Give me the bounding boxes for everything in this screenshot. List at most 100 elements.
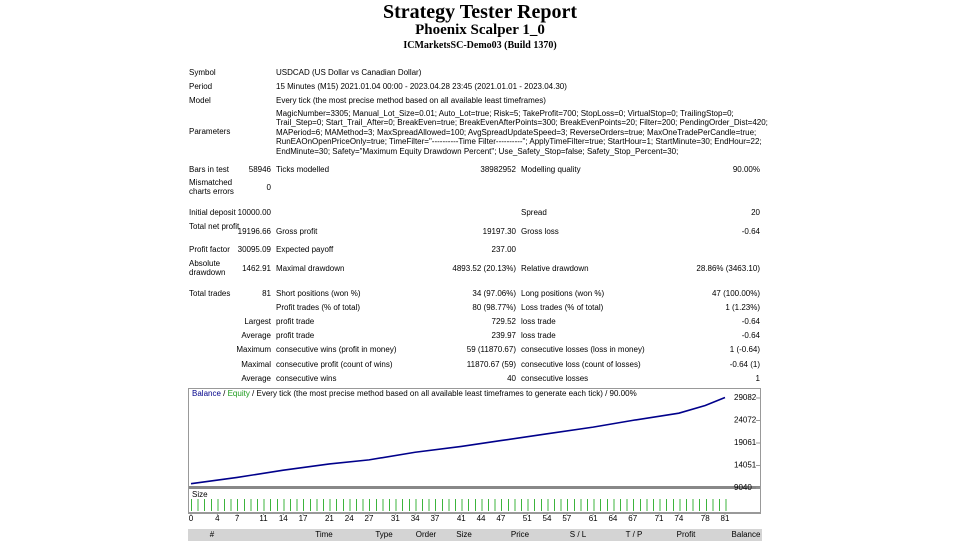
stat-cell: 20 (751, 208, 760, 217)
stat-cell: Total net profit (189, 222, 240, 231)
stat-cell: Ticks modelled (276, 165, 330, 174)
stat-cell: Maximum (236, 345, 271, 354)
stat-cell: consecutive loss (count of losses) (521, 360, 641, 369)
stat-cell: 1 (1.23%) (725, 303, 760, 312)
y-tick-label: 19061 (734, 438, 757, 447)
stat-cell: 81 (262, 289, 271, 298)
stat-cell: Profit trades (% of total) (276, 303, 361, 312)
server-name: ICMarketsSC-Demo03 (Build 1370) (403, 40, 557, 51)
x-tick-label: 37 (430, 514, 439, 523)
stat-cell: Profit factor (189, 245, 230, 254)
x-tick-label: 7 (235, 514, 240, 523)
y-tick-label: 29082 (734, 393, 757, 402)
stat-cell: loss trade (521, 317, 556, 326)
info-value: Every tick (the most precise method base… (276, 96, 546, 105)
stat-cell: profit trade (276, 317, 315, 326)
x-tick-label: 67 (628, 514, 637, 523)
stat-cell: -0.64 (741, 227, 760, 236)
x-tick-label: 11 (259, 514, 268, 523)
legend-equity: Equity (228, 389, 250, 398)
stat-cell: 38982952 (480, 165, 516, 174)
y-tick-label: 24072 (734, 416, 757, 425)
column-header: T / P (625, 530, 643, 539)
stat-cell: consecutive losses (loss in money) (521, 345, 645, 354)
column-header: Order (415, 530, 437, 539)
stat-cell: Loss trades (% of total) (521, 303, 604, 312)
column-header: Profit (676, 530, 696, 539)
stat-cell: Mismatched charts errors (189, 178, 234, 197)
stat-cell: 0 (266, 183, 271, 192)
stat-cell: Expected payoff (276, 245, 334, 254)
y-tick-label: 14051 (734, 461, 757, 470)
stat-cell: 1 (755, 374, 760, 383)
x-tick-label: 74 (674, 514, 683, 523)
stat-cell: 28.86% (3463.10) (696, 264, 760, 273)
stat-cell: Total trades (189, 289, 231, 298)
stat-cell: 1462.91 (242, 264, 271, 273)
legend: Balance / Equity / Every tick (the most … (192, 389, 637, 398)
stat-cell: Spread (521, 208, 547, 217)
stat-cell: Gross profit (276, 227, 318, 236)
x-tick-label: 24 (345, 514, 354, 523)
x-tick-label: 17 (299, 514, 308, 523)
legend-caption: Every tick (the most precise method base… (257, 389, 637, 398)
size-bars (191, 499, 727, 511)
info-value: USDCAD (US Dollar vs Canadian Dollar) (276, 68, 422, 77)
column-header: Price (510, 530, 530, 539)
stat-cell: Absolute drawdown (189, 259, 226, 278)
y-tick-label: 9040 (734, 483, 752, 492)
stat-cell: Gross loss (521, 227, 559, 236)
column-header: # (209, 530, 215, 539)
x-tick-label: 47 (496, 514, 505, 523)
stat-cell: Short positions (won %) (276, 289, 361, 298)
stat-cell: 30095.09 (237, 245, 271, 254)
x-tick-label: 44 (477, 514, 486, 523)
stat-cell: Maximal drawdown (276, 264, 345, 273)
stat-cell: 80 (98.77%) (472, 303, 516, 312)
stat-cell: 40 (507, 374, 516, 383)
info-value: 15 Minutes (M15) 2021.01.04 00:00 - 2023… (276, 82, 567, 91)
stat-cell: 58946 (248, 165, 271, 174)
x-tick-label: 54 (543, 514, 552, 523)
stat-cell: 4893.52 (20.13%) (452, 264, 516, 273)
trades-header (188, 529, 762, 541)
stat-cell: 729.52 (491, 317, 516, 326)
stat-cell: Long positions (won %) (521, 289, 605, 298)
stat-cell: consecutive profit (count of wins) (276, 360, 393, 369)
x-tick-label: 61 (589, 514, 598, 523)
x-tick-label: 31 (391, 514, 400, 523)
stat-cell: Average (241, 331, 271, 340)
stat-cell: Relative drawdown (521, 264, 589, 273)
stat-cell: Modelling quality (521, 165, 581, 174)
stat-cell: 10000.00 (237, 208, 271, 217)
x-tick-label: 71 (655, 514, 664, 523)
column-header: Type (375, 530, 393, 539)
info-label: Period (189, 82, 213, 91)
report-subtitle: Phoenix Scalper 1_0 (415, 22, 545, 38)
x-tick-label: 41 (457, 514, 466, 523)
x-tick-label: 51 (523, 514, 532, 523)
stat-cell: consecutive wins (profit in money) (276, 345, 397, 354)
column-header: S / L (569, 530, 587, 539)
x-tick-label: 4 (215, 514, 220, 523)
x-tick-label: 34 (411, 514, 420, 523)
info-value: MagicNumber=3305; Manual_Lot_Size=0.01; … (276, 109, 768, 156)
column-header: Size (456, 530, 472, 539)
stat-cell: -0.64 (741, 317, 760, 326)
stat-cell: profit trade (276, 331, 315, 340)
stat-cell: 19197.30 (482, 227, 516, 236)
size-label: Size (192, 490, 208, 499)
stat-cell: 34 (97.06%) (472, 289, 516, 298)
stat-cell: loss trade (521, 331, 556, 340)
chart-frame (188, 388, 761, 514)
x-tick-label: 78 (701, 514, 710, 523)
x-tick-label: 27 (365, 514, 374, 523)
stat-cell: 11870.67 (59) (466, 360, 516, 369)
stat-cell: Bars in test (189, 165, 230, 174)
stat-cell: Largest (244, 317, 271, 326)
info-label: Symbol (189, 68, 216, 77)
stat-cell: 239.97 (491, 331, 516, 340)
x-tick-label: 14 (279, 514, 288, 523)
stat-cell: 237.00 (491, 245, 516, 254)
